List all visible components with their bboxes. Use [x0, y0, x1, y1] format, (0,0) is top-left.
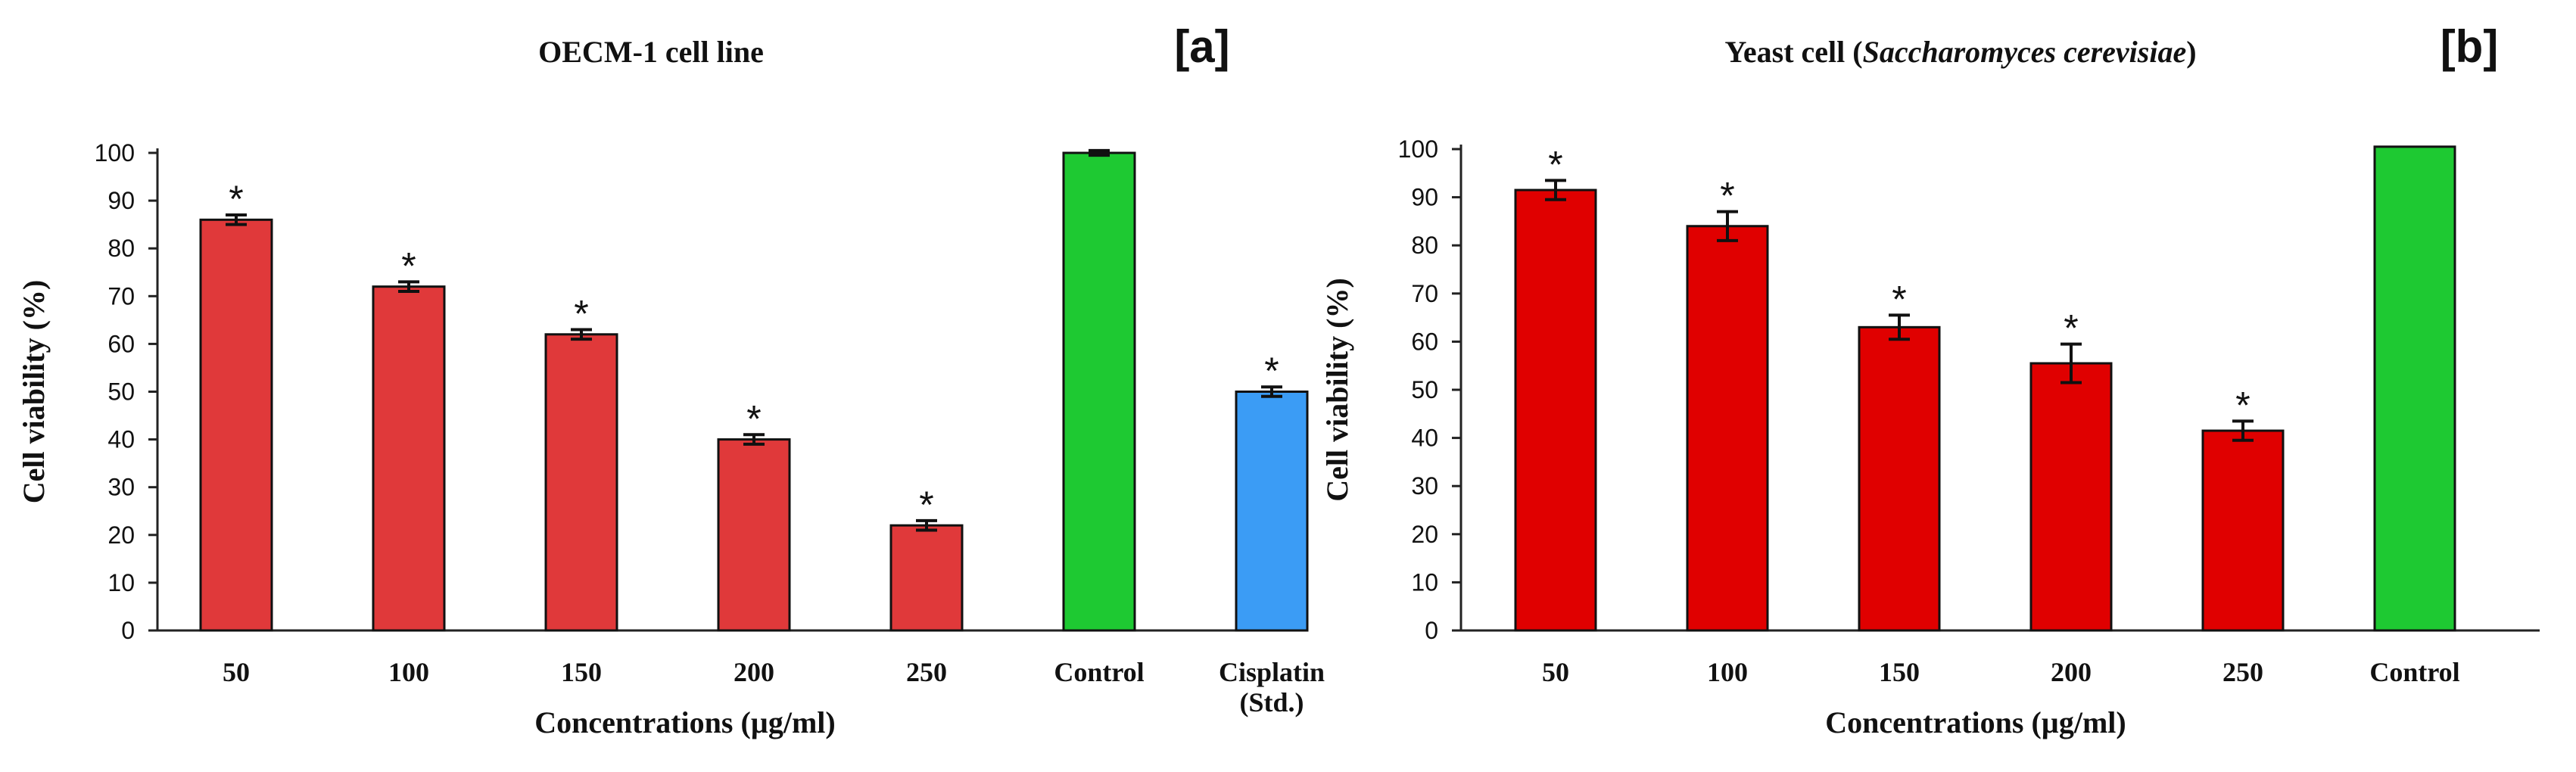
significance-star: * [746, 397, 761, 440]
significance-star: * [1264, 350, 1279, 392]
category-label: 250 [2222, 657, 2263, 687]
category-label: 200 [734, 657, 774, 687]
y-tick-label: 70 [1411, 280, 1438, 307]
bar-200 [717, 438, 791, 632]
significance-star: * [1548, 143, 1562, 185]
y-tick-label: 60 [1411, 328, 1438, 355]
bar-100 [1686, 225, 1769, 632]
category-label: 50 [1542, 657, 1569, 687]
y-axis-label: Cell viability (%) [1320, 278, 1354, 502]
category-label: Cisplatin (Std.) [1219, 657, 1325, 718]
y-tick-label: 0 [1425, 617, 1438, 644]
category-label: 50 [223, 657, 250, 687]
panel-label: [a] [1174, 21, 1229, 72]
y-axis-label: Cell viability (%) [17, 280, 51, 504]
x-axis-label: Concentrations (µg/ml) [534, 705, 835, 739]
y-tick-label: 0 [121, 617, 135, 644]
y-tick-label: 90 [107, 187, 135, 214]
category-label: 100 [1707, 657, 1748, 687]
panel-label: [b] [2441, 21, 2499, 72]
y-tick-label: 20 [1411, 521, 1438, 548]
category-label: 200 [2051, 657, 2092, 687]
y-tick-label: 20 [107, 521, 135, 549]
y-tick-label: 100 [1398, 135, 1438, 163]
bar-200 [2029, 362, 2113, 632]
significance-star: * [1892, 278, 1906, 320]
y-tick-label: 30 [107, 474, 135, 501]
significance-star: * [1720, 175, 1734, 217]
bar-control [2373, 145, 2456, 632]
category-label: 150 [561, 657, 602, 687]
category-label: Control [2369, 657, 2459, 687]
y-tick-label: 10 [107, 569, 135, 596]
category-label: 100 [388, 657, 429, 687]
significance-star: * [574, 292, 588, 335]
bar-cisplatin [1235, 391, 1309, 632]
y-tick-label: 100 [95, 139, 135, 167]
chart-panel-b: Yeast cell (Saccharomyces cerevisiae) [b]… [1320, 21, 2540, 739]
significance-star: * [401, 244, 416, 287]
y-tick-label: 80 [1411, 232, 1438, 259]
chart-title: Yeast cell (Saccharomyces cerevisiae) [1724, 35, 2196, 69]
bar-100 [372, 285, 446, 632]
bar-250 [2201, 429, 2285, 632]
y-tick-label: 90 [1411, 184, 1438, 211]
y-tick-label: 80 [107, 235, 135, 262]
significance-star: * [2235, 384, 2250, 426]
y-tick-label: 30 [1411, 472, 1438, 500]
chart-title: OECM-1 cell line [538, 35, 764, 69]
bar-250 [889, 524, 964, 632]
y-tick-label: 40 [1411, 425, 1438, 452]
significance-star: * [2064, 307, 2078, 350]
y-tick-label: 70 [107, 282, 135, 310]
y-tick-label: 50 [107, 378, 135, 406]
bar-50 [199, 218, 273, 632]
x-axis-label: Concentrations (µg/ml) [1825, 705, 2126, 739]
significance-star: * [229, 178, 243, 220]
bar-150 [1858, 325, 1941, 632]
category-label: 250 [906, 657, 947, 687]
y-tick-label: 10 [1411, 568, 1438, 596]
category-label: 150 [1879, 657, 1920, 687]
bar-150 [544, 333, 618, 632]
category-label: Control [1054, 657, 1144, 687]
chart-panel-a: OECM-1 cell line [a] 0 10 20 30 40 50 60 70 80 90 10… [17, 21, 1325, 739]
bar-control [1062, 151, 1136, 632]
bar-50 [1514, 188, 1597, 632]
significance-star: * [919, 484, 933, 526]
y-tick-label: 60 [107, 330, 135, 357]
y-tick-label: 40 [107, 426, 135, 453]
y-tick-label: 50 [1411, 376, 1438, 403]
